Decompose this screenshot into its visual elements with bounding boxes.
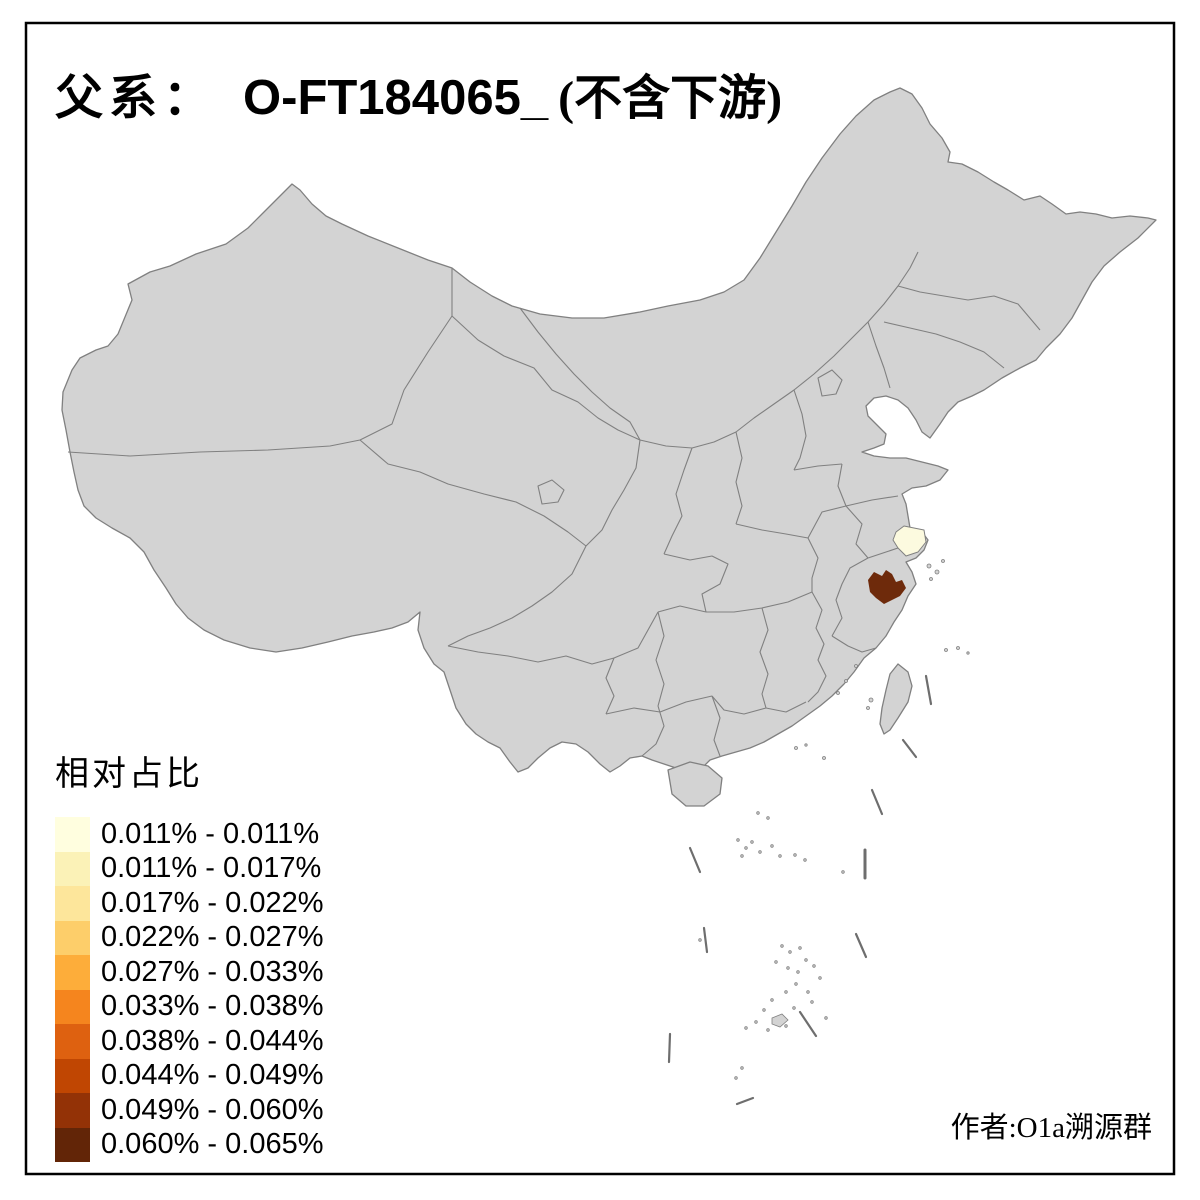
author-credit: 作者:O1a溯源群 [950, 1112, 1152, 1144]
legend-swatch [55, 1093, 90, 1128]
title-prefix: 父系： [55, 72, 218, 125]
legend-swatch [55, 817, 90, 852]
legend-label: 0.017% - 0.022% [101, 886, 324, 919]
legend-label: 0.038% - 0.044% [101, 1024, 324, 1057]
highlighted-regions [868, 525, 927, 604]
title-haplogroup-code: O-FT184065_ [243, 71, 549, 125]
legend-swatch [55, 920, 90, 955]
legend-row: 0.022% - 0.027% [55, 920, 324, 955]
title-suffix: (不含下游) [558, 72, 783, 125]
legend-row: 0.060% - 0.065% [55, 1127, 324, 1162]
legend-swatch [55, 989, 90, 1024]
china-mainland [61, 87, 1157, 807]
legend-swatch [55, 1058, 90, 1093]
legend-swatch [55, 1024, 90, 1059]
legend-label: 0.049% - 0.060% [101, 1093, 324, 1126]
plot-frame [24, 21, 1176, 1176]
nine-dash-line [667, 674, 933, 1106]
region-shanghai [892, 525, 927, 557]
legend: 相对占比 0.011% - 0.011% 0.011% - 0.017% 0.0… [55, 746, 323, 1162]
legend-row: 0.038% - 0.044% [55, 1024, 323, 1059]
legend-label: 0.011% - 0.011% [101, 817, 320, 850]
hainan-island [667, 761, 723, 807]
legend-row: 0.049% - 0.060% [55, 1093, 323, 1128]
legend-label: 0.027% - 0.033% [101, 955, 324, 988]
region-jinhua-zhejiang [868, 570, 906, 604]
legend-rows: 0.011% - 0.011% 0.011% - 0.017% 0.017% -… [55, 817, 323, 1162]
itu-aba-islet [771, 1013, 789, 1028]
legend-row: 0.011% - 0.011% [55, 817, 323, 852]
legend-swatch [55, 886, 90, 921]
legend-row: 0.044% - 0.049% [55, 1058, 324, 1093]
island-dots [698, 559, 970, 1080]
map-title: 父系： O-FT184065_ (不含下游) [55, 58, 782, 128]
legend-label: 0.022% - 0.027% [101, 921, 324, 954]
china-outline [61, 87, 1157, 793]
legend-swatch [55, 1127, 90, 1162]
legend-swatch [55, 851, 90, 886]
legend-title: 相对占比 [55, 756, 203, 793]
legend-row: 0.011% - 0.017% [55, 851, 323, 886]
province-borders [67, 251, 1041, 757]
legend-label: 0.033% - 0.038% [101, 990, 324, 1023]
taiwan-island [879, 663, 913, 735]
legend-label: 0.044% - 0.049% [101, 1059, 324, 1092]
legend-label: 0.060% - 0.065% [101, 1128, 324, 1161]
legend-row: 0.033% - 0.038% [55, 989, 324, 1024]
legend-swatch [55, 955, 90, 990]
legend-row: 0.017% - 0.022% [55, 886, 323, 921]
legend-label: 0.011% - 0.017% [101, 852, 322, 885]
legend-row: 0.027% - 0.033% [55, 955, 323, 990]
